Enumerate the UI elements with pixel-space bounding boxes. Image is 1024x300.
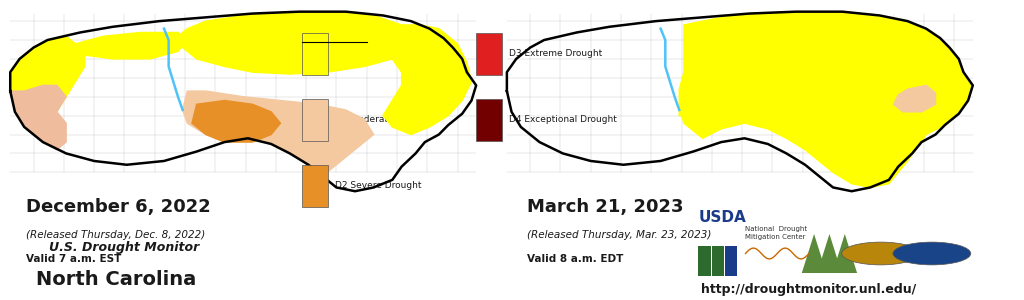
Bar	[698, 246, 711, 276]
Polygon shape	[679, 97, 702, 119]
Text: D0 Abnormally Dry: D0 Abnormally Dry	[335, 50, 421, 58]
Bar	[302, 33, 328, 75]
Polygon shape	[10, 85, 67, 150]
Text: http://droughtmonitor.unl.edu/: http://droughtmonitor.unl.edu/	[701, 284, 916, 296]
Text: March 21, 2023: March 21, 2023	[527, 198, 684, 216]
Text: D2 Severe Drought: D2 Severe Drought	[335, 182, 421, 190]
Text: Valid 7 a.m. EST: Valid 7 a.m. EST	[26, 254, 121, 263]
Bar	[476, 99, 502, 141]
Polygon shape	[10, 36, 85, 127]
Polygon shape	[833, 234, 857, 273]
Text: Intensity:: Intensity:	[302, 21, 354, 31]
Text: D1 Moderate Drought: D1 Moderate Drought	[335, 116, 433, 124]
Text: North Carolina: North Carolina	[36, 270, 196, 289]
Polygon shape	[182, 91, 374, 176]
Text: National  Drought
Mitigation Center: National Drought Mitigation Center	[745, 226, 808, 240]
Polygon shape	[10, 12, 476, 191]
Text: D3 Extreme Drought: D3 Extreme Drought	[509, 50, 602, 58]
Polygon shape	[76, 32, 187, 59]
Polygon shape	[894, 85, 936, 112]
Circle shape	[842, 242, 920, 265]
Bar	[725, 246, 737, 276]
Bar	[476, 33, 502, 75]
Polygon shape	[507, 12, 973, 191]
Text: (Released Thursday, Mar. 23, 2023): (Released Thursday, Mar. 23, 2023)	[527, 230, 712, 239]
Polygon shape	[191, 100, 281, 142]
Polygon shape	[178, 12, 420, 74]
Polygon shape	[802, 234, 826, 273]
Text: U.S. Drought Monitor: U.S. Drought Monitor	[49, 242, 200, 254]
Bar	[302, 99, 328, 141]
Polygon shape	[817, 234, 842, 273]
Text: (Released Thursday, Dec. 8, 2022): (Released Thursday, Dec. 8, 2022)	[26, 230, 205, 239]
Bar	[302, 165, 328, 207]
Polygon shape	[383, 25, 471, 134]
Text: USDA: USDA	[698, 210, 746, 225]
Text: December 6, 2022: December 6, 2022	[26, 198, 210, 216]
Circle shape	[893, 242, 971, 265]
Text: D4 Exceptional Drought: D4 Exceptional Drought	[509, 116, 616, 124]
Polygon shape	[679, 12, 973, 187]
Bar	[712, 246, 724, 276]
Text: Valid 8 a.m. EDT: Valid 8 a.m. EDT	[527, 254, 624, 263]
